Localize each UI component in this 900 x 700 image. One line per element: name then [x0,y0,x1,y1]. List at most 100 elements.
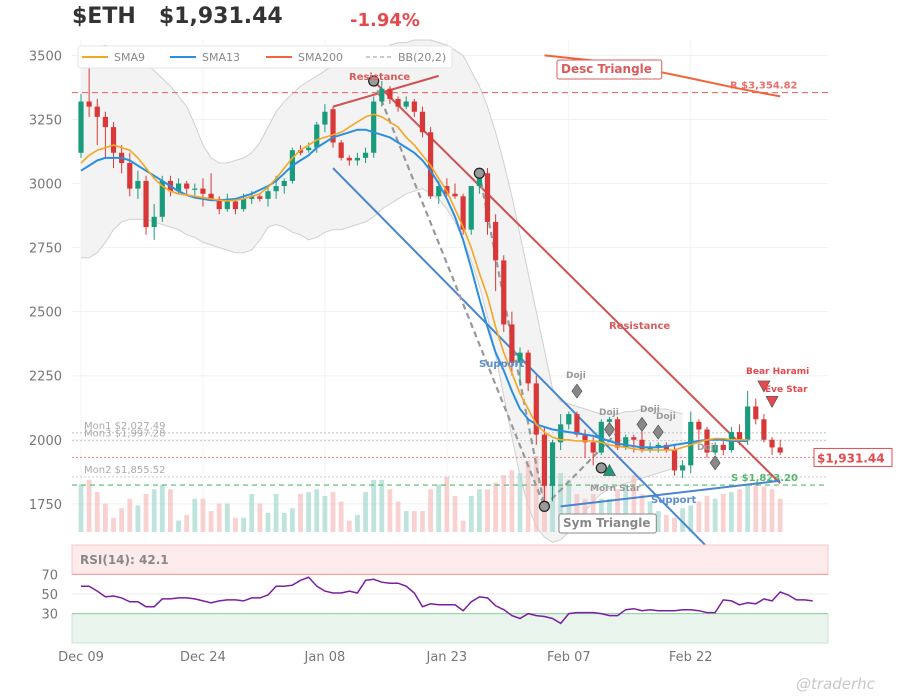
y-tick-label: 2250 [29,370,62,385]
trend-line [560,479,781,508]
volume-bar [281,513,287,532]
candle-body [436,186,442,197]
candle-body [78,101,84,153]
candle-body [680,465,686,471]
candle-body [346,157,352,161]
candle-body [395,98,401,107]
candle-body [639,439,645,450]
candle-body [753,406,759,420]
candle-body [631,437,637,440]
volume-bar [306,492,312,532]
candle-body [574,414,580,435]
level-label: Mon3 $1,997.28 [84,429,166,440]
volume-bar [639,494,645,532]
candle-body [452,193,458,197]
volume-bar [176,520,181,532]
pivot-point [368,75,380,87]
volume-bar [420,511,425,532]
candle-body [306,147,312,151]
volume-bar [574,494,580,532]
volume-bar [371,479,377,532]
volume-bar [680,508,686,532]
volume-bar [485,489,490,532]
candle-body [135,180,141,189]
volume-bar [403,511,409,532]
candle-body [86,101,92,107]
volume-bar [102,503,108,532]
tri-down-marker [765,395,779,409]
annotation-box [558,513,657,534]
volume-bar [330,492,336,532]
annotation-label: Support [479,359,524,370]
volume-bar [363,492,368,532]
y-tick-label: 2000 [29,434,62,449]
candle-body [200,188,206,194]
candle-body [590,442,596,453]
annotation-label: Doji [656,412,676,422]
trend-line [332,74,439,108]
candle-body [224,201,230,210]
sma9-line [80,113,748,451]
volume-bar [737,489,742,532]
candle-body [330,109,336,143]
volume-bar [265,513,271,532]
candle-body [509,324,515,363]
diamond-marker [709,455,721,471]
price-tag-box [813,447,893,467]
candle-body [712,444,718,453]
trend-line [332,167,716,556]
volume-bar [761,486,767,532]
level-label: Mon1 $2,027.49 [84,421,166,432]
candle-body [362,152,369,158]
x-tick-label: Dec 09 [58,650,104,665]
candle-body [549,442,556,486]
volume-bar [468,495,474,532]
volume-bar [224,503,230,532]
rsi-label: RSI(14): 42.1 [80,553,169,567]
volume-bar [655,511,661,532]
ticker-symbol: $ETH [72,4,136,29]
candle-body [184,183,190,189]
legend-label: SMA13 [202,51,240,64]
y-tick-label: 2500 [29,306,62,321]
candle-body [493,221,499,261]
volume-bar [444,476,450,532]
volume-bar [159,484,165,532]
volume-bar [729,492,734,532]
rsi-tick-label: 30 [41,608,58,623]
volume-bar [184,514,190,532]
volume-bar [208,511,214,532]
candle-body [143,180,149,228]
legend-label: SMA9 [114,51,145,64]
volume-bar [452,495,458,532]
legend-label: BB(20,2) [398,51,446,64]
candle-body [582,434,588,443]
candle-body [297,150,304,153]
volume-bar [273,494,279,532]
candle-body [427,132,434,197]
candle-body [387,88,393,99]
annotation-label: Resistance [609,321,670,332]
volume-bar [769,489,775,532]
pivot-point [473,167,485,179]
annotation-label: Support [651,495,696,506]
volume-bar [688,505,694,532]
candle-body [623,437,629,448]
candle-body [525,352,531,384]
volume-bar [127,498,133,532]
diamond-marker [636,416,648,432]
volume-bar [387,489,393,532]
tri-up-marker [602,463,617,476]
volume-bar [493,482,499,532]
volume-bar [151,489,157,532]
candle-body [354,157,361,161]
volume-bar [704,495,710,532]
annotation-label: Doji [697,443,717,453]
volume-bar [249,494,255,532]
candle-body [566,414,572,425]
candle-body [208,193,214,199]
candle-body [192,188,198,190]
y-tick-label: 3250 [29,113,62,128]
volume-bar [672,517,677,532]
volume-bar [192,498,198,532]
